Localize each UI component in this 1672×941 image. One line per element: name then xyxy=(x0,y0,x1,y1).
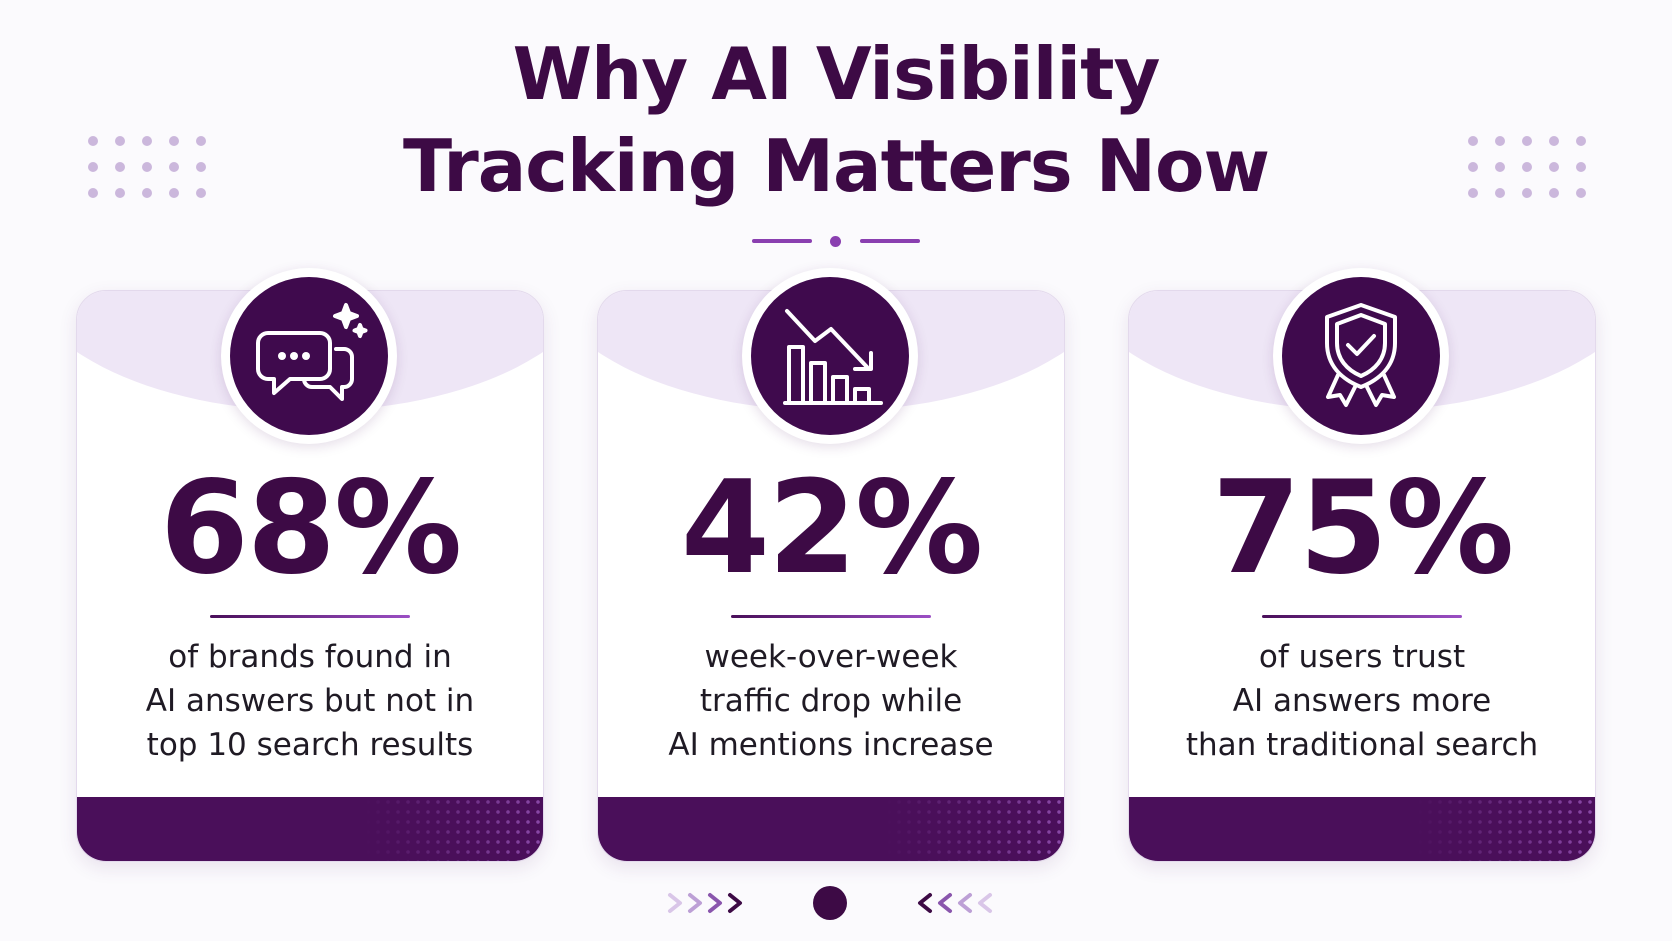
card-footer xyxy=(1129,797,1595,861)
decorative-dots-left xyxy=(88,136,206,198)
stat-description: of users trust AI answers more than trad… xyxy=(1149,635,1575,767)
declining-chart-icon-badge xyxy=(742,268,918,444)
description-line: week-over-week xyxy=(704,639,958,675)
stat-underline xyxy=(210,615,410,618)
shield-check-icon-badge xyxy=(1273,268,1449,444)
title-divider xyxy=(752,236,920,247)
chat-bubbles-icon xyxy=(256,303,368,401)
title-line-2: Tracking Matters Now xyxy=(403,124,1270,208)
description-line: of users trust xyxy=(1258,639,1466,675)
card-footer xyxy=(77,797,543,861)
stat-description: of brands found in AI answers but not in… xyxy=(97,635,523,767)
chevrons-right-icon xyxy=(668,893,742,913)
page-title: Why AI Visibility Tracking Matters Now xyxy=(0,28,1672,212)
description-line: traffic drop while xyxy=(699,683,963,719)
description-line: AI answers but not in xyxy=(145,683,475,719)
description-line: top 10 search results xyxy=(146,727,474,763)
bottom-decoration xyxy=(660,880,1000,926)
shield-check-icon xyxy=(1325,303,1397,407)
stat-value: 42% xyxy=(680,454,983,603)
center-dot-icon xyxy=(813,886,847,920)
stat-card-3: 75% of users trust AI answers more than … xyxy=(1128,290,1596,862)
description-line: of brands found in xyxy=(168,639,452,675)
chevrons-left-icon xyxy=(918,893,992,913)
stat-description: week-over-week traffic drop while AI men… xyxy=(618,635,1044,767)
stat-value: 75% xyxy=(1211,454,1514,603)
card-footer xyxy=(598,797,1064,861)
stat-value: 68% xyxy=(159,454,462,603)
title-line-1: Why AI Visibility xyxy=(512,32,1161,116)
description-line: AI mentions increase xyxy=(668,727,994,763)
decorative-dots-right xyxy=(1468,136,1586,198)
description-line: than traditional search xyxy=(1185,727,1539,763)
description-line: AI answers more xyxy=(1232,683,1492,719)
declining-chart-icon xyxy=(783,309,883,405)
chat-bubbles-icon-badge xyxy=(221,268,397,444)
stat-underline xyxy=(731,615,931,618)
stat-underline xyxy=(1262,615,1462,618)
